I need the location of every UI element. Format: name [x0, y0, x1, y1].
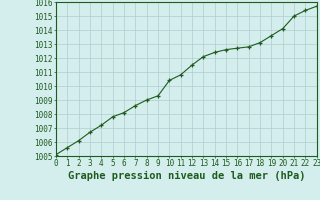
X-axis label: Graphe pression niveau de la mer (hPa): Graphe pression niveau de la mer (hPa) — [68, 171, 305, 181]
